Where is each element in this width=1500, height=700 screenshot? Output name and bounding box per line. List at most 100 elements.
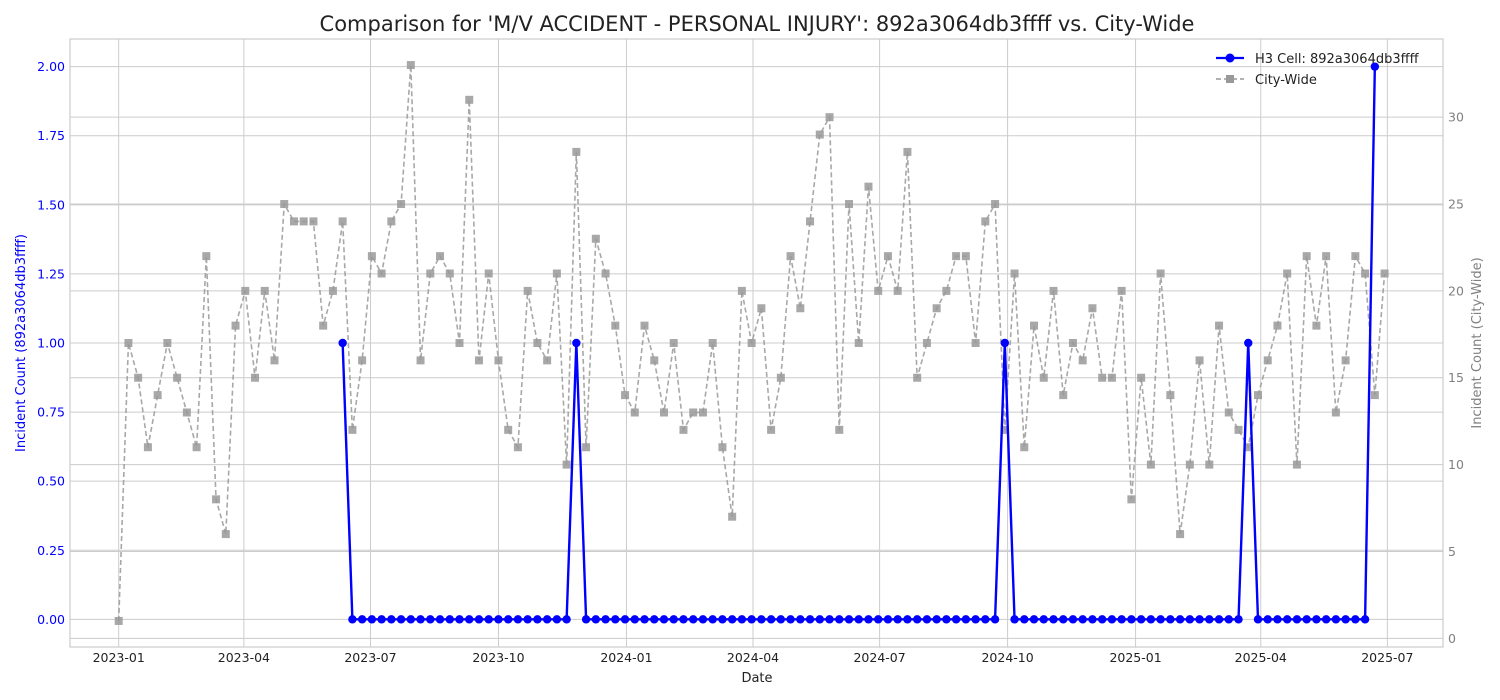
x-tick-label: 2024-10 <box>981 650 1033 665</box>
city-wide-point <box>494 356 503 365</box>
h3-cell-point <box>1097 615 1107 624</box>
city-wide-point <box>1117 286 1126 295</box>
city-wide-point <box>251 373 260 382</box>
city-wide-point <box>1273 321 1282 330</box>
city-wide-point <box>387 217 396 226</box>
h3-cell-point <box>426 615 435 624</box>
legend-city-wide-marker <box>1226 75 1234 83</box>
city-wide-point <box>445 269 454 278</box>
legend-h3-cell-marker <box>1225 53 1235 63</box>
city-wide-point <box>952 252 961 261</box>
right-y-tick-label: 5 <box>1448 544 1456 559</box>
h3-cell-point <box>698 615 708 624</box>
city-wide-point <box>611 321 620 330</box>
city-wide-point <box>1068 339 1077 347</box>
city-wide-point <box>1322 252 1331 261</box>
h3-cell-series <box>338 62 1380 624</box>
h3-cell-point <box>1370 62 1380 71</box>
city-wide-point <box>1039 373 1048 382</box>
right-y-axis-ticks: 0 5 10 15 20 25 30 <box>1448 110 1464 646</box>
h3-cell-point <box>1000 338 1010 348</box>
city-wide-point <box>319 321 328 330</box>
city-wide-point <box>1302 252 1311 261</box>
h3-cell-point <box>406 615 416 624</box>
city-wide-point <box>1341 356 1350 365</box>
h3-cell-point <box>513 615 523 624</box>
city-wide-point <box>513 443 522 452</box>
h3-cell-point <box>844 615 854 624</box>
h3-cell-point <box>1312 615 1321 624</box>
city-wide-point <box>221 530 230 539</box>
h3-cell-point <box>620 615 630 624</box>
city-wide-point <box>1380 269 1389 278</box>
city-wide-point <box>173 373 182 382</box>
city-wide-point <box>1146 460 1155 469</box>
city-wide-point <box>562 460 571 469</box>
x-tick-label: 2023-07 <box>344 650 396 665</box>
left-y-tick-label: 2.00 <box>37 59 65 74</box>
city-wide-point <box>815 130 824 139</box>
city-wide-point <box>1312 321 1321 330</box>
city-wide-point <box>1253 391 1262 400</box>
city-wide-point <box>971 339 980 347</box>
city-wide-point <box>1098 373 1107 382</box>
left-y-tick-label: 0.25 <box>37 543 65 558</box>
h3-cell-point <box>1224 615 1233 624</box>
city-wide-point <box>913 373 922 382</box>
city-wide-point <box>377 269 386 278</box>
h3-cell-point <box>1010 615 1019 624</box>
h3-cell-point <box>1253 615 1263 624</box>
h3-cell-point <box>669 615 678 624</box>
city-wide-point <box>309 217 318 226</box>
city-wide-point <box>1078 356 1087 365</box>
h3-cell-point <box>523 615 532 624</box>
city-wide-point <box>134 373 143 382</box>
h3-cell-point <box>727 615 737 624</box>
city-wide-point <box>1370 391 1379 400</box>
h3-cell-point <box>1146 615 1156 624</box>
city-wide-point <box>406 61 415 70</box>
city-wide-point <box>1020 443 1029 452</box>
city-wide-point <box>1030 321 1039 330</box>
h3-cell-point <box>737 615 747 624</box>
city-wide-point <box>143 443 152 452</box>
x-tick-label: 2025-04 <box>1235 650 1287 665</box>
legend: H3 Cell: 892a3064db3ffff City-Wide <box>1216 52 1420 88</box>
city-wide-point <box>1234 425 1243 434</box>
plot-frame <box>69 38 1444 648</box>
city-wide-point <box>1010 269 1019 278</box>
h3-cell-point <box>1302 615 1311 624</box>
city-wide-point <box>582 443 591 452</box>
h3-cell-point <box>1360 615 1370 624</box>
city-wide-point <box>202 252 211 261</box>
h3-cell-point <box>1136 615 1146 624</box>
city-wide-point <box>1000 425 1009 434</box>
h3-cell-point <box>981 615 990 624</box>
x-tick-label: 2025-01 <box>1109 650 1161 665</box>
city-wide-point <box>864 182 873 191</box>
city-wide-point <box>1215 321 1224 330</box>
h3-cell-point <box>864 615 873 624</box>
x-tick-label: 2024-01 <box>600 650 652 665</box>
h3-cell-point <box>1331 615 1341 624</box>
h3-cell-point <box>1088 615 1097 624</box>
city-wide-point <box>630 408 639 417</box>
city-wide-point <box>640 321 649 330</box>
h3-cell-point <box>1175 615 1185 624</box>
city-wide-point <box>455 339 464 347</box>
city-wide-point <box>659 408 668 417</box>
city-wide-point <box>961 252 970 261</box>
x-tick-label: 2024-04 <box>727 650 779 665</box>
h3-cell-point <box>377 615 386 624</box>
city-wide-point <box>1156 269 1165 278</box>
h3-cell-point <box>494 615 503 624</box>
city-wide-point <box>698 408 707 417</box>
city-wide-point <box>241 286 250 295</box>
h3-cell-point <box>1341 615 1350 624</box>
h3-cell-point <box>611 615 620 624</box>
city-wide-point <box>903 147 912 156</box>
h3-cell-point <box>1078 615 1087 624</box>
h3-cell-point <box>572 338 581 348</box>
city-wide-point <box>289 217 298 226</box>
